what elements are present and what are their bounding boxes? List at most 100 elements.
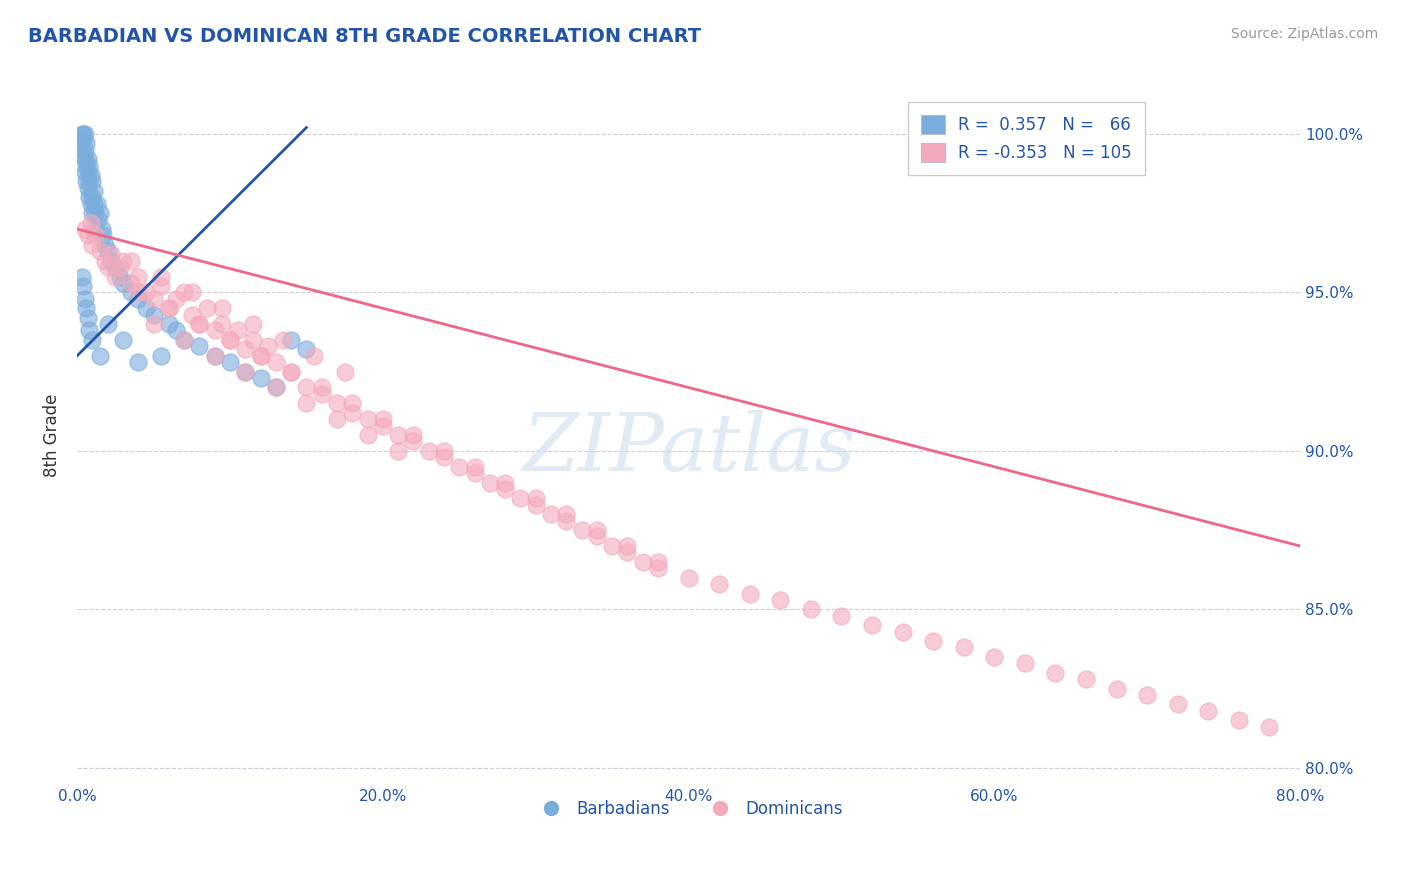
Point bbox=[333, 365, 356, 379]
Point bbox=[1258, 720, 1281, 734]
Point bbox=[219, 333, 242, 347]
Point bbox=[524, 491, 547, 506]
Point bbox=[82, 174, 104, 188]
Point bbox=[157, 301, 180, 316]
Text: Source: ZipAtlas.com: Source: ZipAtlas.com bbox=[1230, 27, 1378, 41]
Point bbox=[264, 380, 287, 394]
Point bbox=[157, 301, 180, 316]
Point bbox=[356, 428, 378, 442]
Point bbox=[922, 634, 945, 648]
Point bbox=[226, 323, 249, 337]
Point bbox=[195, 301, 218, 316]
Point bbox=[75, 174, 97, 188]
Point bbox=[242, 333, 264, 347]
Point bbox=[1074, 672, 1097, 686]
Point bbox=[371, 412, 394, 426]
Point bbox=[80, 168, 103, 182]
Point bbox=[464, 459, 486, 474]
Point bbox=[142, 317, 165, 331]
Point bbox=[326, 412, 349, 426]
Point bbox=[204, 323, 226, 337]
Point bbox=[188, 339, 211, 353]
Point bbox=[82, 238, 104, 252]
Point bbox=[91, 228, 114, 243]
Point bbox=[494, 475, 516, 490]
Point bbox=[173, 285, 195, 300]
Point bbox=[80, 216, 103, 230]
Point bbox=[249, 371, 271, 385]
Point bbox=[219, 333, 242, 347]
Point bbox=[80, 196, 103, 211]
Point bbox=[585, 523, 607, 537]
Point bbox=[89, 206, 111, 220]
Point bbox=[93, 253, 115, 268]
Point bbox=[73, 127, 96, 141]
Point bbox=[1197, 704, 1219, 718]
Point bbox=[494, 482, 516, 496]
Point bbox=[111, 253, 134, 268]
Point bbox=[82, 190, 104, 204]
Point bbox=[76, 181, 98, 195]
Point bbox=[173, 333, 195, 347]
Point bbox=[142, 292, 165, 306]
Point bbox=[100, 253, 122, 268]
Point bbox=[983, 649, 1005, 664]
Point bbox=[72, 127, 94, 141]
Legend: Barbadians, Dominicans: Barbadians, Dominicans bbox=[529, 793, 849, 824]
Point bbox=[233, 343, 256, 357]
Point bbox=[249, 349, 271, 363]
Point bbox=[111, 276, 134, 290]
Point bbox=[707, 577, 730, 591]
Point bbox=[478, 475, 501, 490]
Point bbox=[79, 323, 101, 337]
Point bbox=[769, 593, 792, 607]
Point bbox=[70, 143, 93, 157]
Point bbox=[70, 127, 93, 141]
Point bbox=[188, 317, 211, 331]
Point bbox=[540, 508, 562, 522]
Point bbox=[295, 396, 318, 410]
Point bbox=[150, 349, 173, 363]
Point bbox=[166, 292, 188, 306]
Point bbox=[150, 269, 173, 284]
Point bbox=[616, 539, 638, 553]
Point bbox=[135, 285, 157, 300]
Point bbox=[280, 333, 302, 347]
Point bbox=[952, 640, 974, 655]
Point bbox=[311, 380, 333, 394]
Point bbox=[678, 571, 700, 585]
Point bbox=[464, 466, 486, 480]
Point bbox=[571, 523, 593, 537]
Point bbox=[302, 349, 325, 363]
Point bbox=[555, 514, 578, 528]
Point bbox=[75, 159, 97, 173]
Text: BARBADIAN VS DOMINICAN 8TH GRADE CORRELATION CHART: BARBADIAN VS DOMINICAN 8TH GRADE CORRELA… bbox=[28, 27, 702, 45]
Point bbox=[97, 317, 120, 331]
Point bbox=[173, 333, 195, 347]
Point bbox=[204, 349, 226, 363]
Point bbox=[371, 418, 394, 433]
Point bbox=[73, 153, 96, 167]
Point bbox=[418, 443, 440, 458]
Point bbox=[211, 317, 233, 331]
Point bbox=[585, 529, 607, 543]
Point bbox=[142, 308, 165, 322]
Point bbox=[83, 184, 105, 198]
Point bbox=[89, 349, 111, 363]
Point bbox=[509, 491, 531, 506]
Point bbox=[135, 301, 157, 316]
Point bbox=[127, 292, 149, 306]
Point bbox=[600, 539, 623, 553]
Point bbox=[127, 355, 149, 369]
Point bbox=[104, 260, 127, 274]
Point bbox=[433, 443, 456, 458]
Point bbox=[73, 165, 96, 179]
Point bbox=[280, 365, 302, 379]
Point bbox=[356, 412, 378, 426]
Point bbox=[738, 586, 761, 600]
Point bbox=[211, 301, 233, 316]
Point bbox=[100, 247, 122, 261]
Point bbox=[830, 608, 852, 623]
Point bbox=[860, 618, 883, 632]
Point bbox=[87, 212, 110, 227]
